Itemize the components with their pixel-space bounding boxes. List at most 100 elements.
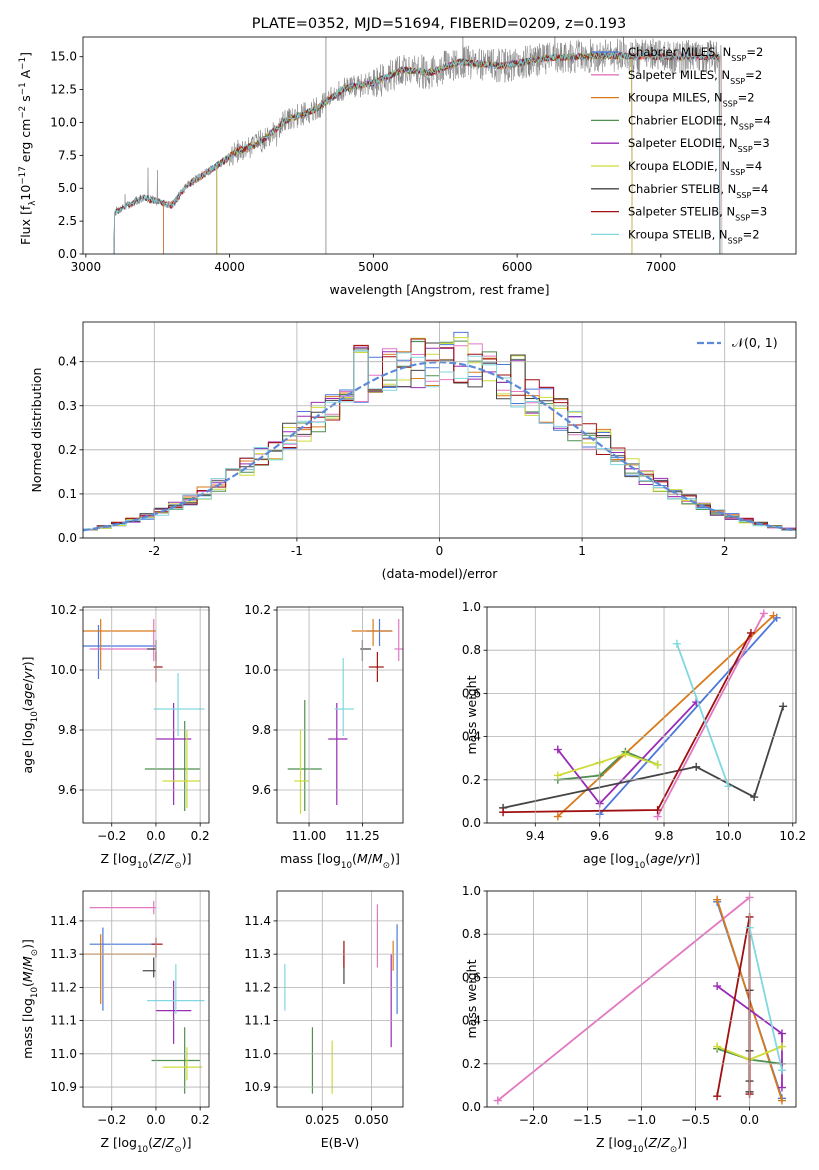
series-salpeter-miles [653, 609, 768, 821]
x-tick-label: −0.2 [97, 1113, 126, 1127]
y-tick-label: 11.3 [244, 947, 271, 961]
series-kroupa-miles [553, 611, 778, 821]
y-tick-label: 10.9 [50, 1080, 77, 1094]
errorbar-kroupa-miles [351, 619, 393, 646]
marker [553, 745, 562, 754]
marker [777, 1083, 786, 1092]
y-tick-label: 11.4 [50, 914, 77, 928]
y-axis-label: Flux [fλ10−17 erg cm−2 s−1 A−1] [18, 52, 38, 245]
y-tick-label: 11.2 [50, 980, 77, 994]
errorbar-kroupa-elodie [162, 730, 201, 808]
y-tick-label: 11.0 [50, 1047, 77, 1061]
series-line [656, 613, 765, 817]
x-tick-label: 0.2 [191, 829, 210, 843]
errorbar-chabrier-stelib [142, 957, 156, 978]
x-tick-label: −1.0 [627, 1113, 656, 1127]
legend-entry: Salpeter MILES, NSSP=2 [628, 68, 762, 86]
y-axis-label: mass weight [464, 959, 479, 1038]
y-tick-label: 0.2 [462, 1057, 481, 1071]
observed-spectrum [112, 37, 723, 254]
y-tick-label: 11.3 [50, 947, 77, 961]
errorbar-kroupa-elodie [294, 730, 310, 814]
model-chabrier-elodie [216, 51, 633, 254]
series-line [748, 927, 783, 1071]
x-tick-label: 9.8 [654, 829, 673, 843]
y-tick-label: 11.0 [244, 1047, 271, 1061]
y-tick-label: 5.0 [58, 181, 77, 195]
x-tick-label: 0.0 [146, 829, 165, 843]
legend-entry: 𝒩(0, 1) [732, 335, 778, 350]
errorbar-chabrier-stelib [147, 640, 157, 661]
x-tick-label: -1 [291, 544, 303, 558]
marker [769, 611, 778, 620]
y-axis-label: Normed distribution [29, 368, 44, 493]
model-kroupa-stelib [114, 51, 721, 254]
legend-entry: Chabrier STELIB, NSSP=4 [628, 182, 768, 200]
marker [713, 982, 722, 991]
y-tick-label: 10.0 [244, 663, 271, 677]
x-tick-label: −0.5 [681, 1113, 710, 1127]
y-tick-label: 0.4 [462, 1014, 481, 1028]
x-tick-label: 11.00 [292, 829, 326, 843]
y-tick-label: 10.9 [244, 1080, 271, 1094]
y-tick-label: 0.2 [462, 773, 481, 787]
marker [621, 749, 630, 758]
marker [746, 628, 755, 637]
marker [653, 760, 662, 769]
axes-frame [276, 606, 404, 824]
plot-area [499, 609, 788, 821]
y-tick-label: 10.0 [50, 663, 77, 677]
y-tick-label: 7.5 [58, 148, 77, 162]
model-salpeter-stelib [114, 51, 721, 254]
y-tick-label: 0.4 [462, 730, 481, 744]
marker [713, 1042, 722, 1051]
plot-area [112, 37, 723, 254]
y-tick-label: 9.6 [58, 783, 77, 797]
panel-age-vs-Z: −0.2 0.0 0.2 9.6 9.8 10.0 10.2 Z [log10(Z/Z⊙)] a… [20, 603, 210, 871]
y-tick-label: 11.4 [244, 914, 271, 928]
y-tick-label: 0.8 [462, 927, 481, 941]
legend-entry: Kroupa MILES, NSSP=2 [628, 91, 755, 109]
y-tick-label: 0.2 [58, 443, 77, 457]
x-axis-label: (data-model)/error [382, 566, 499, 581]
panel-massweight-vs-age: 9.4 9.6 9.8 10.0 10.2 0.0 0.2 0.4 0.6 0.8 1.0 age [… [462, 600, 806, 871]
x-tick-label: -2 [148, 544, 160, 558]
axes-frame [486, 606, 797, 824]
panel-age-vs-mass: 11.00 11.25 9.6 9.8 10.0 10.2 mass [log10(M/M⊙… [244, 603, 404, 871]
x-tick-label: 10.0 [715, 829, 742, 843]
y-tick-label: 9.6 [252, 783, 271, 797]
panel-mass-vs-ebv: 0.025 0.050 10.9 11.0 11.1 11.2 11.3 11.4 [244, 890, 404, 1127]
series-line [599, 617, 778, 816]
x-tick-label: 0.025 [305, 1113, 339, 1127]
y-tick-label: 11.1 [244, 1014, 271, 1028]
y-tick-label: 0.0 [58, 531, 77, 545]
errorbar-kroupa-stelib [147, 964, 205, 1014]
marker [759, 609, 768, 618]
x-tick-label: 11.25 [345, 829, 379, 843]
y-tick-label: 0.0 [462, 1100, 481, 1114]
series-salpeter-miles [493, 893, 754, 1105]
plot-area [83, 619, 205, 811]
axes-frame [82, 890, 210, 1108]
y-tick-label: 12.5 [50, 83, 77, 97]
marker [777, 1029, 786, 1038]
errorbar-chabrier-miles [83, 625, 156, 679]
x-axis-label: Z [log10(Z/Z⊙)] [101, 1135, 192, 1155]
x-axis-label: wavelength [Angstrom, rest frame] [329, 282, 549, 297]
marker [493, 1096, 502, 1105]
series-line [676, 643, 730, 787]
series-salpeter-stelib [499, 628, 755, 817]
legend-entry: Kroupa STELIB, NSSP=2 [628, 227, 760, 245]
figure-title: PLATE=0352, MJD=51694, FIBERID=0209, z=0… [252, 16, 626, 32]
marker [499, 808, 508, 817]
y-axis-label: mass weight [464, 675, 479, 754]
errorbar-salpeter-elodie [155, 980, 192, 1044]
legend-entry: Chabrier MILES, NSSP=2 [628, 45, 763, 63]
marker [553, 771, 562, 780]
panel-mass-vs-Z: −0.2 0.0 0.2 10.9 11.0 11.1 11.2 11.3 11.4 Z [log… [20, 890, 210, 1155]
legend-entry: Salpeter ELODIE, NSSP=3 [628, 136, 770, 154]
model-kroupa-miles [163, 52, 721, 254]
errorbar-chabrier-stelib [360, 640, 371, 661]
plot-area [287, 619, 403, 814]
marker [713, 1092, 722, 1101]
